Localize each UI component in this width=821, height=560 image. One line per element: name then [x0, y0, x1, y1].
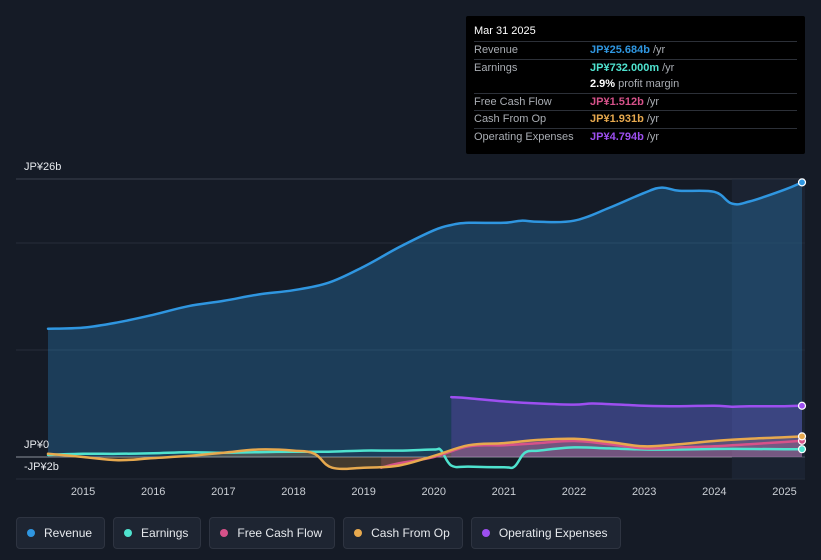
area-layer: [48, 182, 802, 469]
line-layer: [46, 181, 804, 471]
axis-label-layer: JP¥26b JP¥0 -JP¥2b 2015 2016 2017 2018 2019 2020…: [24, 161, 797, 498]
x-tick-label: 2019: [351, 486, 375, 498]
legend-dot-icon: [124, 529, 133, 537]
legend-label: Cash From Op: [371, 526, 450, 540]
x-tick-label: 2022: [562, 486, 586, 498]
tooltip-value: JP¥25.684b: [590, 44, 650, 56]
tooltip-unit: profit margin: [618, 78, 680, 90]
highlight-layer: [731, 179, 805, 479]
revenue-area: [48, 182, 802, 457]
tooltip-row-revenue: Revenue JP¥25.684b /yr: [474, 41, 797, 59]
x-tick-label: 2021: [492, 486, 516, 498]
tooltip-label: Operating Expenses: [474, 130, 574, 143]
tooltip-label: Cash From Op: [474, 113, 547, 125]
y-tick-label: JP¥26b: [24, 161, 61, 173]
x-tick-label: 2023: [632, 486, 656, 498]
tooltip-row-operating-expenses: Operating Expenses JP¥4.794b /yr: [474, 127, 797, 146]
tooltip-label: Earnings: [474, 61, 518, 74]
legend-item-free-cash-flow[interactable]: Free Cash Flow: [209, 517, 336, 549]
x-tick-label: 2020: [422, 486, 446, 498]
marker-layer: [797, 178, 807, 454]
tooltip-value: JP¥1.931b: [590, 113, 644, 125]
tooltip-row-earnings: Earnings JP¥732.000m /yr: [474, 58, 797, 77]
legend-label: Operating Expenses: [498, 526, 608, 540]
x-tick-label: 2025: [772, 486, 796, 498]
tooltip-unit: /yr: [662, 61, 675, 74]
x-tick-label: 2016: [141, 486, 165, 498]
tooltip-row-free-cash-flow: Free Cash Flow JP¥1.512b /yr: [474, 92, 797, 111]
x-tick-label: 2015: [71, 486, 95, 498]
legend-label: Free Cash Flow: [237, 526, 323, 540]
x-tick-label: 2024: [702, 486, 726, 498]
legend: Revenue Earnings Free Cash Flow Cash Fro…: [16, 517, 629, 549]
legend-dot-icon: [27, 529, 35, 537]
legend-dot-icon: [481, 529, 490, 537]
tooltip-value: JP¥4.794b: [590, 130, 644, 143]
legend-item-earnings[interactable]: Earnings: [113, 517, 202, 549]
legend-label: Revenue: [44, 526, 93, 540]
tooltip-unit: /yr: [646, 113, 660, 125]
tooltip-value: JP¥1.512b: [590, 95, 644, 108]
tooltip-label: [474, 76, 590, 93]
cash-from-op-line: [46, 435, 804, 471]
legend-dot-icon: [220, 529, 229, 537]
tooltip-value: 2.9%: [590, 78, 616, 90]
tooltip-value: JP¥732.000m: [590, 61, 660, 74]
grid-layer: [16, 178, 805, 480]
tooltip-row-profit-margin: 2.9% profit margin: [474, 76, 797, 93]
legend-item-cash-from-op[interactable]: Cash From Op: [343, 517, 463, 549]
x-tick-label: 2018: [281, 486, 305, 498]
earnings-end-marker: [797, 445, 807, 454]
tooltip-unit: /yr: [646, 130, 660, 143]
operating-expenses-end-marker: [797, 401, 807, 410]
legend-label: Earnings: [141, 526, 189, 540]
chart-canvas: JP¥26b JP¥0 -JP¥2b 2015 2016 2017 2018 2019 2020…: [16, 161, 807, 498]
legend-item-revenue[interactable]: Revenue: [16, 517, 106, 549]
y-tick-label: -JP¥2b: [24, 461, 59, 473]
legend-dot-icon: [354, 529, 363, 537]
tooltip-date: Mar 31 2025: [474, 25, 536, 37]
tooltip-label: Free Cash Flow: [474, 95, 552, 108]
revenue-end-marker: [797, 178, 807, 187]
tooltip-label: Revenue: [474, 44, 519, 56]
tooltip-unit: /yr: [646, 95, 660, 108]
tooltip-unit: /yr: [652, 44, 666, 56]
cash-from-op-end-marker: [797, 432, 807, 441]
earnings-line: [46, 446, 804, 470]
y-tick-label: JP¥0: [24, 439, 49, 451]
operating-expenses-line: [450, 395, 804, 408]
tooltip-panel: Mar 31 2025 Revenue JP¥25.684b /yr Earni…: [466, 16, 805, 154]
tooltip-row-cash-from-op: Cash From Op JP¥1.931b /yr: [474, 110, 797, 128]
x-tick-label: 2017: [211, 486, 235, 498]
highlight-region: [731, 179, 805, 479]
revenue-line: [46, 181, 804, 330]
legend-item-operating-expenses[interactable]: Operating Expenses: [470, 517, 621, 549]
